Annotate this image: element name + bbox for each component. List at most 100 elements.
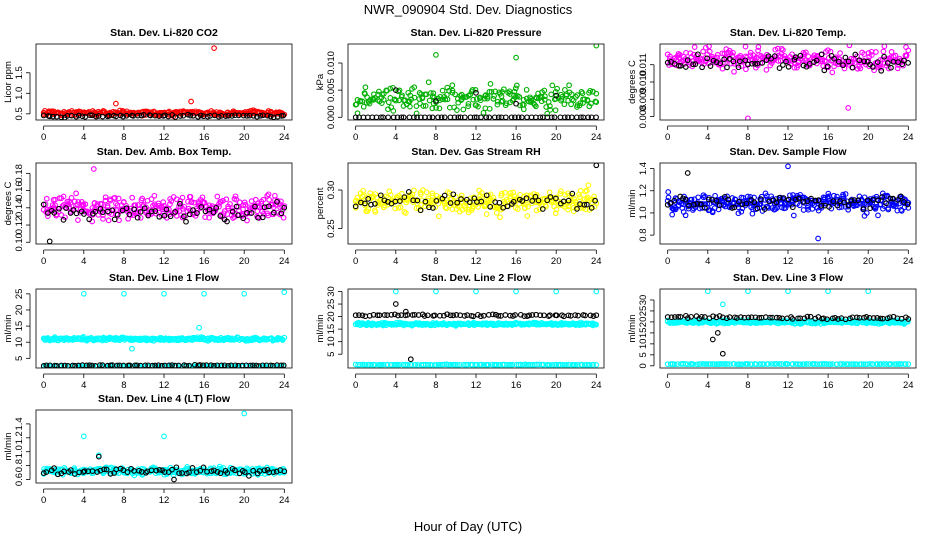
data-point [115,195,122,202]
data-point [525,361,532,368]
data-point [904,201,911,208]
data-point [669,211,676,218]
x-tick-label: 12 [783,256,794,267]
data-point [213,205,220,211]
data-point [168,198,175,204]
data-point [169,466,175,473]
points-group [664,289,912,368]
x-tick-label: 16 [199,380,210,391]
data-point [377,192,384,199]
data-point [94,469,101,475]
plot-frame [35,288,293,369]
x-tick-label: 20 [863,380,874,391]
data-point [413,103,420,109]
x-tick-label: 20 [863,256,874,267]
data-point [874,59,881,65]
data-point [215,113,222,120]
data-point [572,312,579,318]
data-point [429,190,436,197]
data-point [694,200,701,207]
data-point [259,214,266,221]
y-tick-label: 0.010 [638,70,649,94]
y-tick-label: 1.2 [14,431,25,444]
x-tick-label: 12 [471,132,482,143]
data-point [483,192,490,199]
y-tick-label: 10 [14,337,25,348]
data-point [176,470,182,477]
data-point [112,194,118,201]
data-point [100,216,106,222]
panel-title: Stan. Dev. Line 1 Flow [109,272,220,284]
data-point [834,202,841,209]
data-point-outlier [161,290,167,297]
data-point [261,467,268,474]
figure-x-axis-label: Hour of Day (UTC) [414,519,522,534]
data-point [570,204,577,211]
data-point [577,100,584,106]
data-point [698,313,705,320]
data-point [134,112,141,119]
data-point [82,114,89,120]
data-point [95,113,102,119]
data-point [496,199,503,206]
data-point [756,315,763,321]
data-point [425,361,432,368]
data-point [387,85,394,92]
data-point [883,200,889,207]
data-point-outlier [745,115,751,120]
data-point [852,51,859,58]
x-tick-label: 8 [745,256,750,267]
data-point [843,361,850,368]
x-tick-label: 4 [81,495,86,506]
data-point [552,89,559,95]
y-tick-label: 10 [638,339,649,350]
data-point [444,96,451,103]
data-point [706,48,713,55]
x-tick-label: 12 [159,132,170,143]
data-point [426,204,432,211]
data-point [155,362,162,368]
data-point [402,361,409,368]
data-point [565,197,572,204]
plot-frame [35,162,293,245]
data-point [502,189,508,196]
data-point [387,192,394,198]
data-point [792,196,799,203]
y-tick-label: 0.14 [14,199,25,218]
data-point-outlier [825,289,831,295]
y-axis-label: ml/min [627,315,638,343]
data-point-outlier [196,324,202,331]
x-tick-label: 8 [745,380,750,391]
panel-6: Stan. Dev. Sample Flow ml/min 0 4 8 12 16 20 24 0… [627,146,917,267]
data-point [898,207,904,213]
data-point [721,56,728,63]
data-point [710,57,717,64]
data-point [365,196,372,202]
data-point [229,113,235,119]
data-point [408,193,414,200]
data-point [450,312,457,319]
data-point [879,194,885,200]
data-point [593,362,600,368]
data-point [198,204,205,210]
data-point [257,112,264,119]
data-point [229,208,236,215]
data-point [747,52,754,59]
data-point [356,312,362,318]
data-point [470,194,477,201]
data-point [447,312,454,319]
data-point [536,206,543,213]
data-point [796,195,802,202]
data-point [494,101,501,108]
data-point [364,94,370,101]
data-point [102,194,109,201]
data-point-outlier [865,289,872,295]
data-point [705,196,712,203]
data-point [52,202,59,209]
data-point [568,91,575,98]
data-point [547,312,553,319]
data-point [894,65,901,72]
x-tick-label: 24 [591,380,602,391]
data-point [167,201,173,208]
data-point [532,193,539,200]
